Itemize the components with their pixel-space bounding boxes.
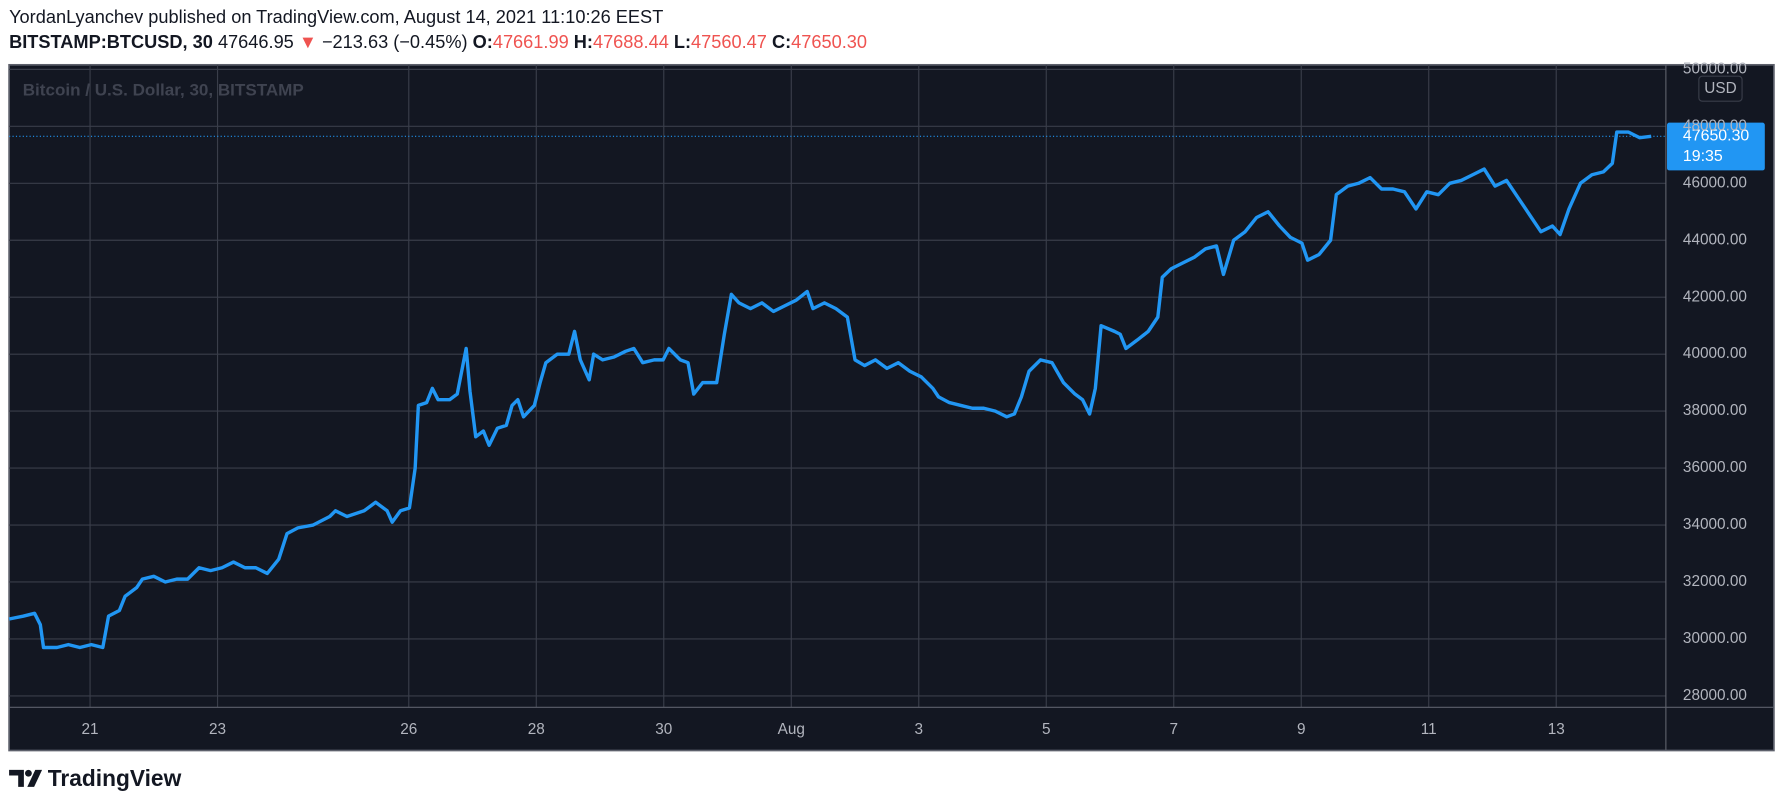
x-tick-label: 5 bbox=[1042, 721, 1051, 738]
chart-panel bbox=[8, 63, 1775, 752]
open: 47661.99 bbox=[493, 32, 569, 52]
last-price-badge: 47650.30 19:35 bbox=[1667, 122, 1765, 171]
chart-title: Bitcoin / U.S. Dollar, 30, BITSTAMP bbox=[23, 80, 304, 99]
last-price-box bbox=[1667, 122, 1765, 171]
x-tick-label: 21 bbox=[82, 721, 99, 738]
y-tick-label: 42000.00 bbox=[1683, 288, 1747, 305]
countdown: 19:35 bbox=[1683, 148, 1723, 165]
y-tick-label: 32000.00 bbox=[1683, 573, 1747, 590]
x-tick-label: Aug bbox=[778, 721, 805, 738]
y-tick-label: 40000.00 bbox=[1683, 345, 1747, 362]
y-tick-label: 36000.00 bbox=[1683, 459, 1747, 476]
y-tick-label: 50000.00 bbox=[1683, 60, 1747, 77]
symbol: BITSTAMP:BTCUSD, 30 bbox=[9, 32, 213, 52]
x-tick-label: 28 bbox=[528, 721, 545, 738]
low-label: L: bbox=[674, 32, 691, 52]
high: 47688.44 bbox=[593, 32, 669, 52]
price-line bbox=[8, 130, 1652, 650]
currency: USD bbox=[1704, 80, 1736, 97]
high-label: H: bbox=[574, 32, 593, 52]
footer-logo bbox=[9, 769, 43, 787]
byline-full: YordanLyanchev published on TradingView.… bbox=[9, 7, 663, 27]
x-tick-label: 13 bbox=[1548, 721, 1565, 738]
y-tick-label: 44000.00 bbox=[1683, 231, 1747, 248]
quote-line: BITSTAMP:BTCUSD, 30 47646.95 ▼ −213.63 (… bbox=[9, 32, 867, 52]
change-arrow: ▼ bbox=[299, 32, 317, 52]
price: 47646.95 bbox=[218, 32, 294, 52]
open-label: O: bbox=[473, 32, 493, 52]
y-tick-label: 38000.00 bbox=[1683, 402, 1747, 419]
x-tick-label: 9 bbox=[1297, 721, 1306, 738]
x-tick-label: 3 bbox=[914, 721, 923, 738]
y-tick-label: 30000.00 bbox=[1683, 630, 1747, 647]
logo-dot bbox=[25, 769, 32, 777]
change: −213.63 (−0.45%) bbox=[322, 32, 468, 52]
x-tick-label: 7 bbox=[1169, 721, 1178, 738]
logo-slash bbox=[27, 769, 43, 787]
y-tick-label: 34000.00 bbox=[1683, 516, 1747, 533]
footer-brand: TradingView bbox=[48, 765, 182, 791]
grid bbox=[9, 64, 1666, 708]
plot bbox=[8, 130, 1666, 650]
x-tick-label: 11 bbox=[1421, 721, 1437, 738]
logo-mark bbox=[9, 769, 24, 787]
y-tick-label: 48000.00 bbox=[1683, 117, 1747, 134]
y-tick-label: 28000.00 bbox=[1683, 687, 1747, 704]
close-label: C: bbox=[772, 32, 791, 52]
currency-box bbox=[1698, 75, 1743, 102]
y-tick-label: 46000.00 bbox=[1683, 174, 1747, 191]
x-tick-label: 26 bbox=[400, 721, 417, 738]
x-tick-label: 23 bbox=[209, 721, 226, 738]
low: 47560.47 bbox=[691, 32, 767, 52]
last-price-label: 47650.30 bbox=[1683, 128, 1749, 145]
close: 47650.30 bbox=[791, 32, 867, 52]
x-tick-label: 30 bbox=[655, 721, 672, 738]
